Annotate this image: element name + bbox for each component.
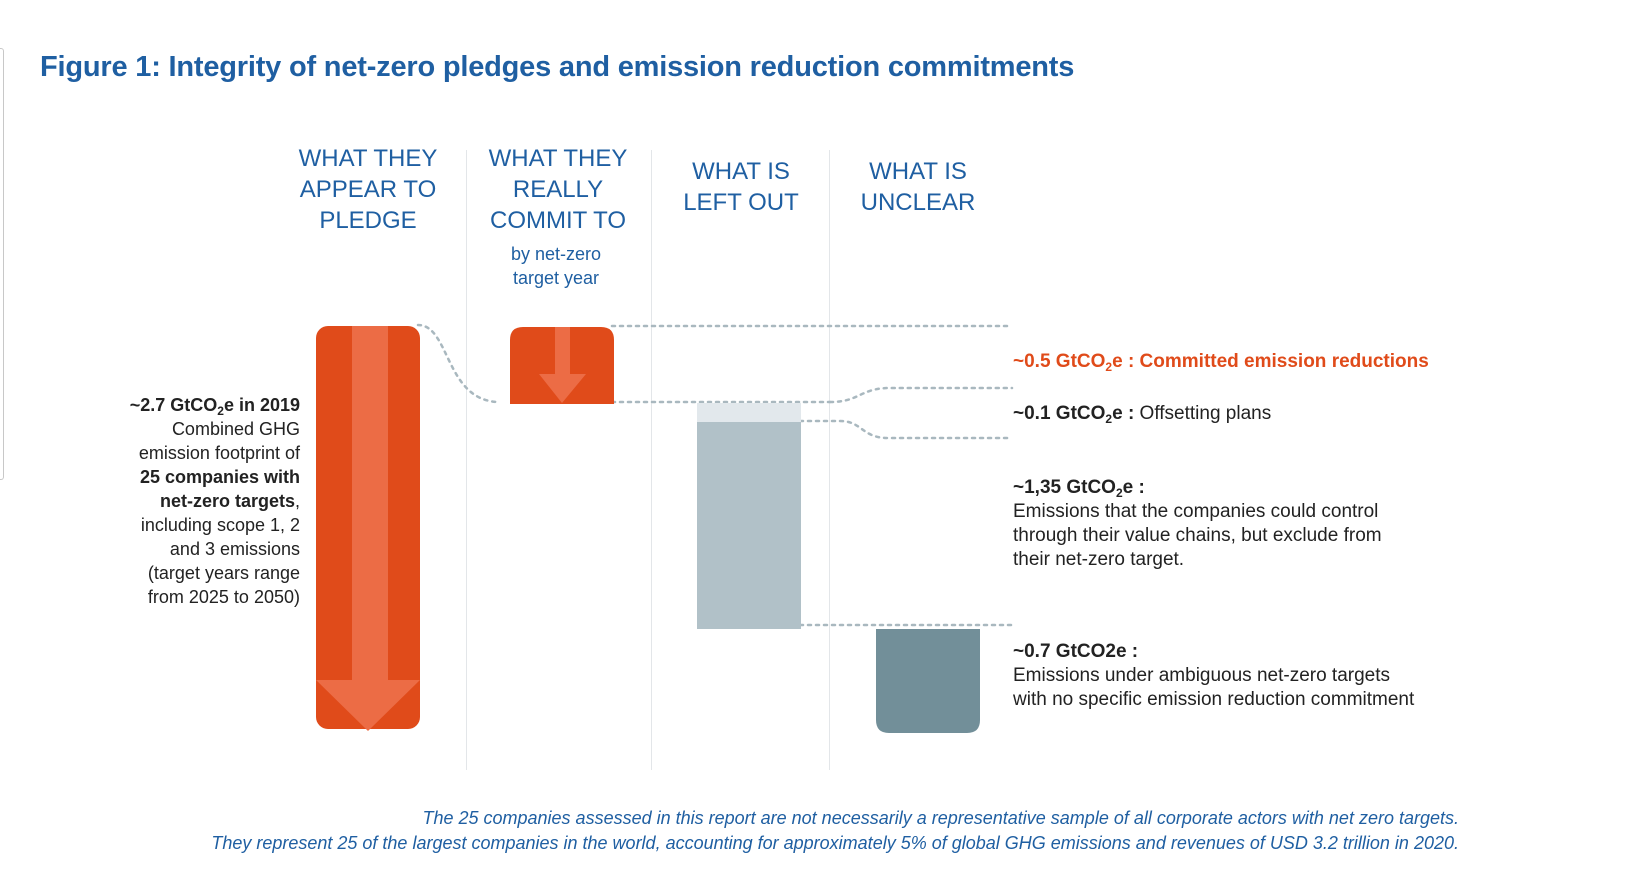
connector-offset-bottom xyxy=(798,419,1014,440)
bar-commit xyxy=(510,327,614,404)
bar-pledge-arrow-head xyxy=(316,680,420,731)
pledge-value: ~2.7 GtCO2e in 2019 xyxy=(129,395,300,418)
column-divider-3 xyxy=(829,150,830,770)
label-committed: ~0.5 GtCO2e : Committed emission reducti… xyxy=(1013,351,1429,374)
column-divider-2 xyxy=(651,150,652,770)
label-offsetting: ~0.1 GtCO2e : Offsetting plans xyxy=(1013,403,1272,426)
left-frame-edge xyxy=(0,48,4,480)
bar-offsetting xyxy=(697,403,801,422)
connector-pledge-to-commit xyxy=(416,323,500,404)
label-left-out: ~1,35 GtCO2e : Emissions that the compan… xyxy=(1013,477,1382,570)
figure-title: Figure 1: Integrity of net-zero pledges … xyxy=(40,51,1075,83)
bar-pledge xyxy=(316,326,420,731)
bar-pledge-arrow-shaft xyxy=(352,326,388,681)
column-header-pledge: WHAT THEY APPEAR TO PLEDGE xyxy=(298,145,438,234)
connector-lines xyxy=(416,323,1014,627)
column-header-left-out: WHAT IS LEFT OUT xyxy=(683,158,799,216)
label-unclear: ~0.7 GtCO2e : Emissions under ambiguous … xyxy=(1013,641,1415,710)
column-header-unclear: WHAT IS UNCLEAR xyxy=(860,158,976,216)
column-subheader-commit: by net-zero target year xyxy=(510,244,602,288)
pledge-annotation: ~2.7 GtCO2e in 2019 Combined GHG emissio… xyxy=(100,393,300,609)
column-divider-1 xyxy=(466,150,467,770)
column-header-commit: WHAT THEY REALLY COMMIT TO xyxy=(488,145,628,234)
bar-unclear xyxy=(876,629,980,733)
bar-left-out xyxy=(697,422,801,629)
connector-offset-top xyxy=(828,386,1014,404)
bar-commit-arrow-head xyxy=(539,374,586,403)
footnote: The 25 companies assessed in this report… xyxy=(211,808,1459,853)
bar-commit-arrow-shaft xyxy=(555,327,570,375)
